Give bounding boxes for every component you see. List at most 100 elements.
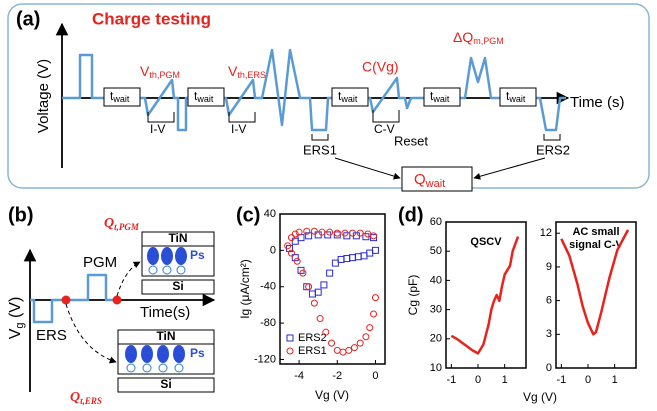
- axis-label: Voltage (V): [35, 59, 52, 133]
- t: t: [506, 89, 510, 103]
- x-tick-label: -1: [556, 374, 566, 386]
- point: [318, 228, 326, 236]
- annotation: ERS2: [536, 142, 570, 157]
- panel-label: (a): [16, 8, 40, 30]
- main: V: [7, 328, 24, 339]
- point: [303, 227, 311, 235]
- panel-label: (b): [8, 204, 34, 226]
- t-wait: twait: [506, 89, 526, 104]
- axis-label: Time (s): [570, 94, 624, 111]
- annotation: PGM: [83, 254, 117, 271]
- arrow: [473, 157, 546, 180]
- layer: [117, 377, 215, 393]
- charge: [142, 363, 152, 373]
- arrow: [116, 261, 141, 297]
- t-wait-box: [187, 87, 225, 107]
- waveform: [30, 273, 120, 324]
- stack-bottom: TiN Ps Si: [117, 329, 215, 393]
- point: [320, 281, 328, 289]
- sub: g: [14, 322, 26, 328]
- bracket: [147, 112, 175, 123]
- layer-label: Si: [160, 377, 171, 391]
- charge: [158, 363, 168, 373]
- y-tick-label: -80: [260, 317, 276, 329]
- point: [350, 344, 358, 352]
- t-wait: twait: [194, 89, 214, 104]
- point: [371, 246, 379, 254]
- point: [331, 259, 339, 267]
- t: t: [194, 89, 198, 103]
- point: [299, 269, 307, 277]
- dipole: [147, 247, 159, 265]
- axis-label: Time(s): [140, 304, 190, 321]
- point: [333, 229, 341, 237]
- x-axis-label: Vg (V): [523, 390, 557, 404]
- x-tick-label: 0: [372, 370, 378, 382]
- point: [343, 255, 351, 263]
- y-tick-label: 12: [540, 227, 552, 239]
- panel-title: Charge testing: [92, 9, 211, 28]
- point: [291, 237, 299, 245]
- layer-label: Ps: [190, 346, 205, 360]
- y-tick-label: 3: [546, 328, 552, 340]
- layer-label: TiN: [156, 329, 175, 343]
- point: [370, 234, 378, 242]
- point: [295, 228, 303, 236]
- dipole: [157, 345, 169, 363]
- point: [310, 299, 318, 307]
- point: [333, 231, 341, 239]
- legend-label: ERS1: [298, 345, 327, 357]
- y-tick-label: -40: [260, 281, 276, 293]
- point: [112, 295, 122, 305]
- layer: [141, 279, 215, 295]
- layer-label: Si: [172, 279, 183, 293]
- annotation: Reset: [394, 133, 428, 148]
- x-tick-label: -2: [332, 370, 342, 382]
- chart-title: signal C-V: [569, 239, 623, 251]
- x-tick-label: -4: [294, 370, 304, 382]
- x-tick-label: 1: [502, 374, 508, 386]
- bracket: [228, 112, 256, 123]
- point: [370, 310, 378, 318]
- t: t: [430, 89, 434, 103]
- y-tick-label: 40: [264, 208, 276, 220]
- point: [333, 346, 341, 354]
- bracket: [372, 110, 400, 123]
- dipole: [125, 345, 137, 363]
- layer-label: TiN: [168, 231, 187, 245]
- point: [371, 294, 379, 302]
- annotation: ERS: [36, 327, 67, 344]
- annotation: Vth,PGM: [140, 63, 180, 81]
- annotation: ERS1: [303, 142, 337, 157]
- y-tick-label: 0: [546, 362, 552, 374]
- panel-label: (c): [236, 204, 260, 226]
- point: [349, 254, 357, 262]
- point: [362, 333, 370, 341]
- main: Q: [70, 390, 80, 405]
- chart-title: AC small: [572, 226, 619, 238]
- t-wait-boxes: twait twait twait twait twait: [103, 87, 537, 107]
- t-wait-box: [499, 87, 537, 107]
- sub: wait: [196, 94, 214, 104]
- point: [303, 283, 311, 291]
- sub: wait: [340, 94, 358, 104]
- y-tick-label: 40: [430, 274, 442, 286]
- y-tick-label: 10: [430, 362, 442, 374]
- t-wait-box: [103, 87, 141, 107]
- legend-marker: [286, 334, 294, 342]
- layer-label: Ps: [190, 248, 205, 262]
- point: [326, 228, 334, 236]
- sub: t,ERS: [80, 396, 102, 406]
- point: [337, 255, 345, 263]
- t-wait-box: [331, 87, 369, 107]
- point: [287, 234, 295, 242]
- main: ΔQ: [453, 29, 473, 45]
- dipole: [141, 345, 153, 363]
- rest: (V): [7, 297, 24, 323]
- x-axis-label: Vg (V): [315, 388, 349, 402]
- legend-label: ERS2: [298, 332, 327, 344]
- bracket: [543, 134, 561, 141]
- point: [310, 227, 318, 235]
- point: [328, 339, 336, 347]
- main: Q: [104, 216, 114, 231]
